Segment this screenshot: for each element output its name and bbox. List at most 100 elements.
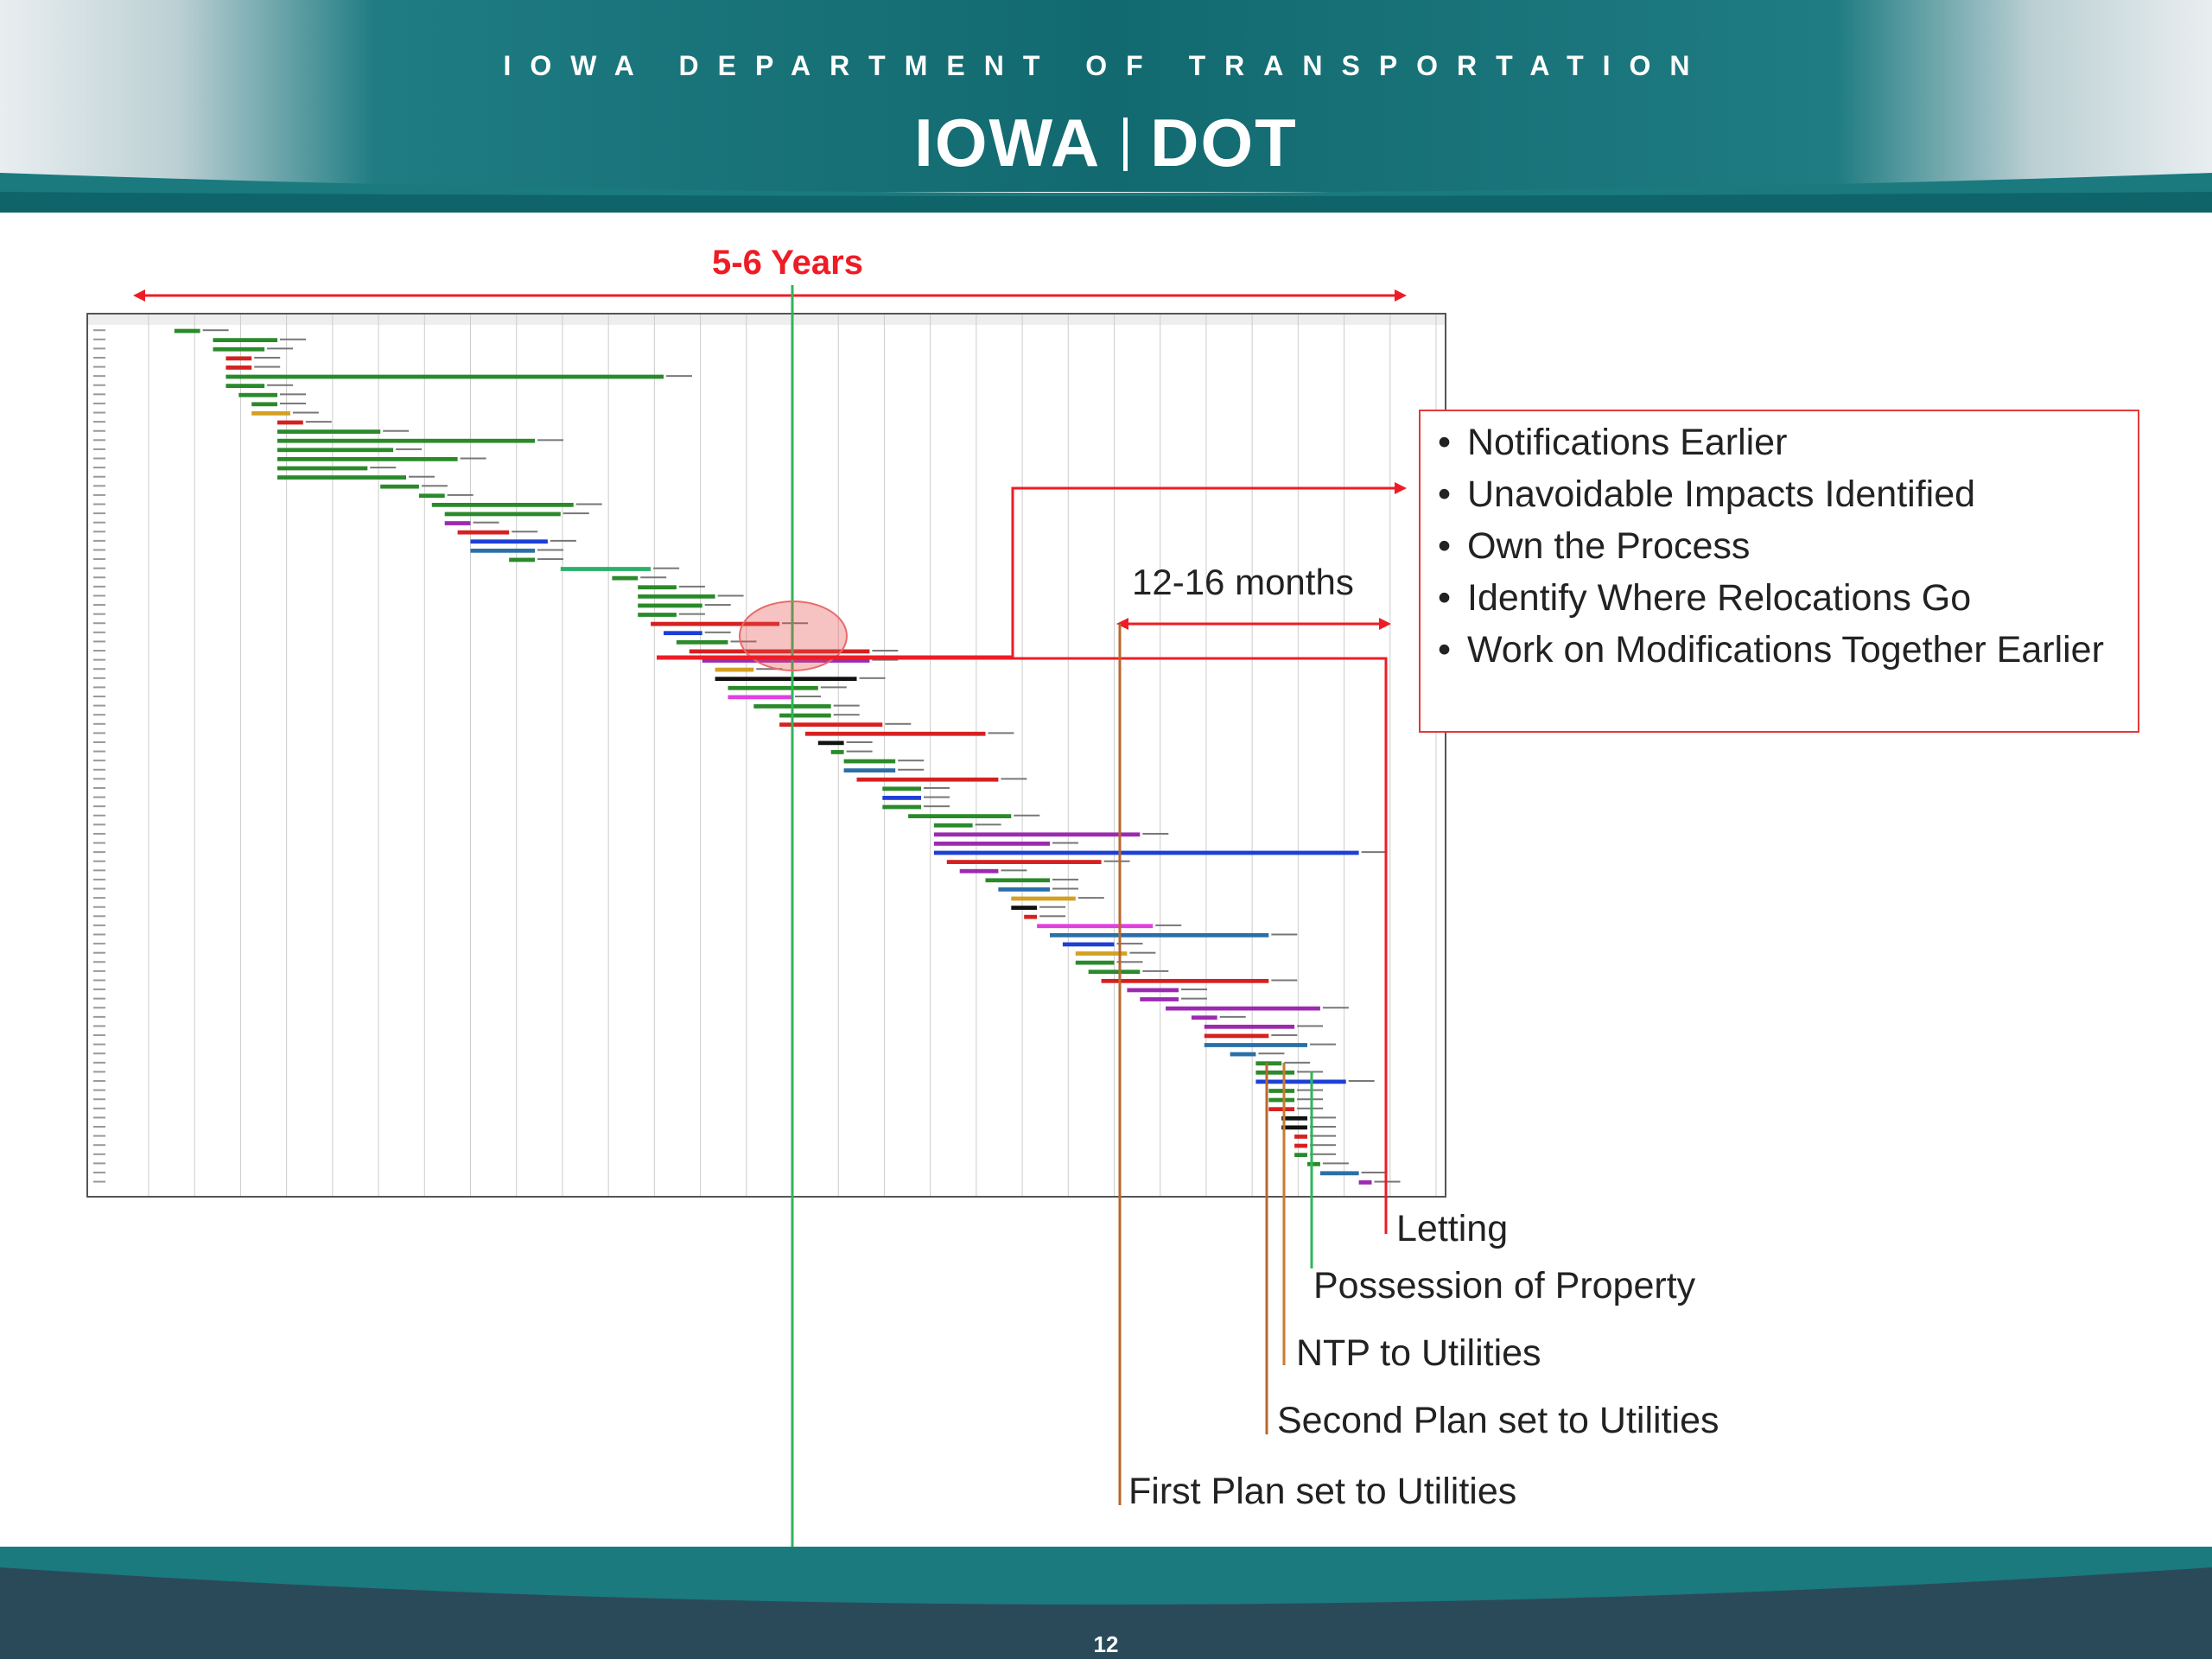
gantt-task-label	[898, 760, 925, 762]
gantt-task-bar	[1204, 1024, 1295, 1029]
gantt-task-label	[756, 668, 783, 671]
gantt-row-id	[93, 421, 105, 423]
gantt-row-id	[93, 457, 105, 460]
gantt-task-label	[1271, 979, 1298, 982]
gantt-task-label	[1039, 915, 1066, 918]
gantt-row-id	[93, 805, 105, 808]
gantt-task-bar	[1281, 1125, 1307, 1130]
gantt-task-bar	[933, 842, 1050, 846]
gantt-row-id	[93, 411, 105, 414]
gantt-task-label	[846, 741, 873, 743]
gantt-task-bar	[933, 832, 1141, 837]
gantt-task-bar	[1011, 896, 1076, 901]
gantt-task-bar	[277, 448, 394, 453]
gantt-task-bar	[1204, 1043, 1307, 1047]
gantt-task-label	[1297, 1089, 1324, 1091]
gantt-row-id	[93, 943, 105, 945]
gantt-task-label	[1297, 1098, 1324, 1101]
gantt-task-label	[653, 567, 680, 569]
gantt-task-bar	[238, 392, 277, 397]
gantt-row-id	[93, 402, 105, 404]
gantt-task-bar	[702, 658, 870, 663]
gantt-task-label	[1014, 814, 1040, 817]
gantt-task-bar	[444, 512, 561, 517]
gantt-row-id	[93, 1015, 105, 1018]
gantt-task-label	[563, 512, 589, 515]
gantt-task-bar	[560, 567, 652, 571]
gantt-row-id	[93, 1126, 105, 1128]
window-label: 12-16 months	[1132, 562, 1354, 602]
gantt-row-id	[93, 567, 105, 569]
gantt-task-label	[1052, 887, 1078, 890]
agency-name: IOWA DEPARTMENT OF TRANSPORTATION	[503, 50, 1709, 81]
gantt-row-id	[93, 640, 105, 643]
gantt-row-id	[93, 503, 105, 505]
gantt-task-bar	[213, 346, 265, 352]
gantt-task-bar	[277, 475, 406, 480]
gantt-row-id	[93, 924, 105, 926]
gantt-row-id	[93, 365, 105, 368]
gantt-task-bar	[1281, 1116, 1307, 1121]
gantt-row-id	[93, 1071, 105, 1073]
gantt-task-bar	[843, 768, 896, 773]
gantt-task-bar	[1075, 951, 1128, 956]
gantt-task-label	[833, 704, 860, 707]
gantt-task-bar	[277, 429, 381, 434]
gantt-task-label	[537, 558, 563, 561]
gantt-row-id	[93, 1025, 105, 1027]
callout-arrowhead	[1395, 482, 1407, 494]
gantt-row-id	[93, 951, 105, 954]
gantt-task-bar	[715, 667, 754, 672]
gantt-row-id	[93, 1098, 105, 1101]
gantt-task-label	[1322, 1007, 1349, 1009]
gantt-task-label	[1310, 1144, 1336, 1147]
gantt-task-label	[1310, 1043, 1336, 1046]
gantt-row-id	[93, 585, 105, 588]
gantt-task-bar	[908, 814, 1012, 818]
gantt-task-bar	[728, 695, 792, 700]
benefit-item: Notifications Earlier	[1433, 416, 2129, 468]
gantt-task-bar	[470, 539, 548, 544]
gantt-task-label	[550, 539, 576, 542]
gantt-row-id	[93, 933, 105, 936]
gantt-row-id	[93, 778, 105, 780]
gantt-task-bar	[174, 328, 200, 334]
gantt-row-id	[93, 1153, 105, 1155]
gantt-task-label	[254, 356, 281, 359]
gantt-task-label	[1052, 842, 1078, 844]
gantt-task-bar	[689, 649, 870, 654]
header-banner: IOWA DEPARTMENT OF TRANSPORTATION IOWA DO…	[0, 0, 2212, 216]
gantt-row-id	[93, 1061, 105, 1064]
gantt-task-bar	[1088, 969, 1141, 975]
gantt-task-label	[292, 411, 319, 414]
gantt-task-label	[447, 493, 474, 496]
gantt-row-id	[93, 512, 105, 515]
gantt-row-id	[93, 475, 105, 478]
gantt-task-bar	[817, 741, 844, 746]
gantt-task-label	[1361, 1171, 1388, 1173]
gantt-task-bar	[277, 456, 458, 461]
logo-dot: DOT	[1150, 105, 1298, 181]
gantt-row-id	[93, 393, 105, 396]
gantt-row-id	[93, 338, 105, 340]
gantt-row-id	[93, 750, 105, 753]
gantt-task-label	[872, 658, 899, 661]
gantt-row-id	[93, 696, 105, 698]
window-arrow	[1116, 618, 1391, 630]
gantt-row-id	[93, 906, 105, 908]
gantt-row-id	[93, 961, 105, 963]
gantt-task-label	[975, 823, 1001, 826]
gantt-row-id	[93, 549, 105, 551]
gantt-row-id	[93, 356, 105, 359]
benefits-list: Notifications Earlier Unavoidable Impact…	[1433, 416, 2129, 676]
gantt-task-label	[1129, 951, 1156, 954]
gantt-task-label	[846, 750, 873, 753]
gantt-task-label	[537, 439, 563, 442]
gantt-row-id	[93, 851, 105, 854]
milestone-possession: Possession of Property	[1313, 1265, 1696, 1306]
gantt-row-id	[93, 741, 105, 743]
gantt-task-bar	[882, 804, 921, 810]
gantt-task-bar	[882, 796, 921, 800]
gantt-task-bar	[431, 502, 574, 507]
gantt-task-bar	[226, 374, 664, 379]
